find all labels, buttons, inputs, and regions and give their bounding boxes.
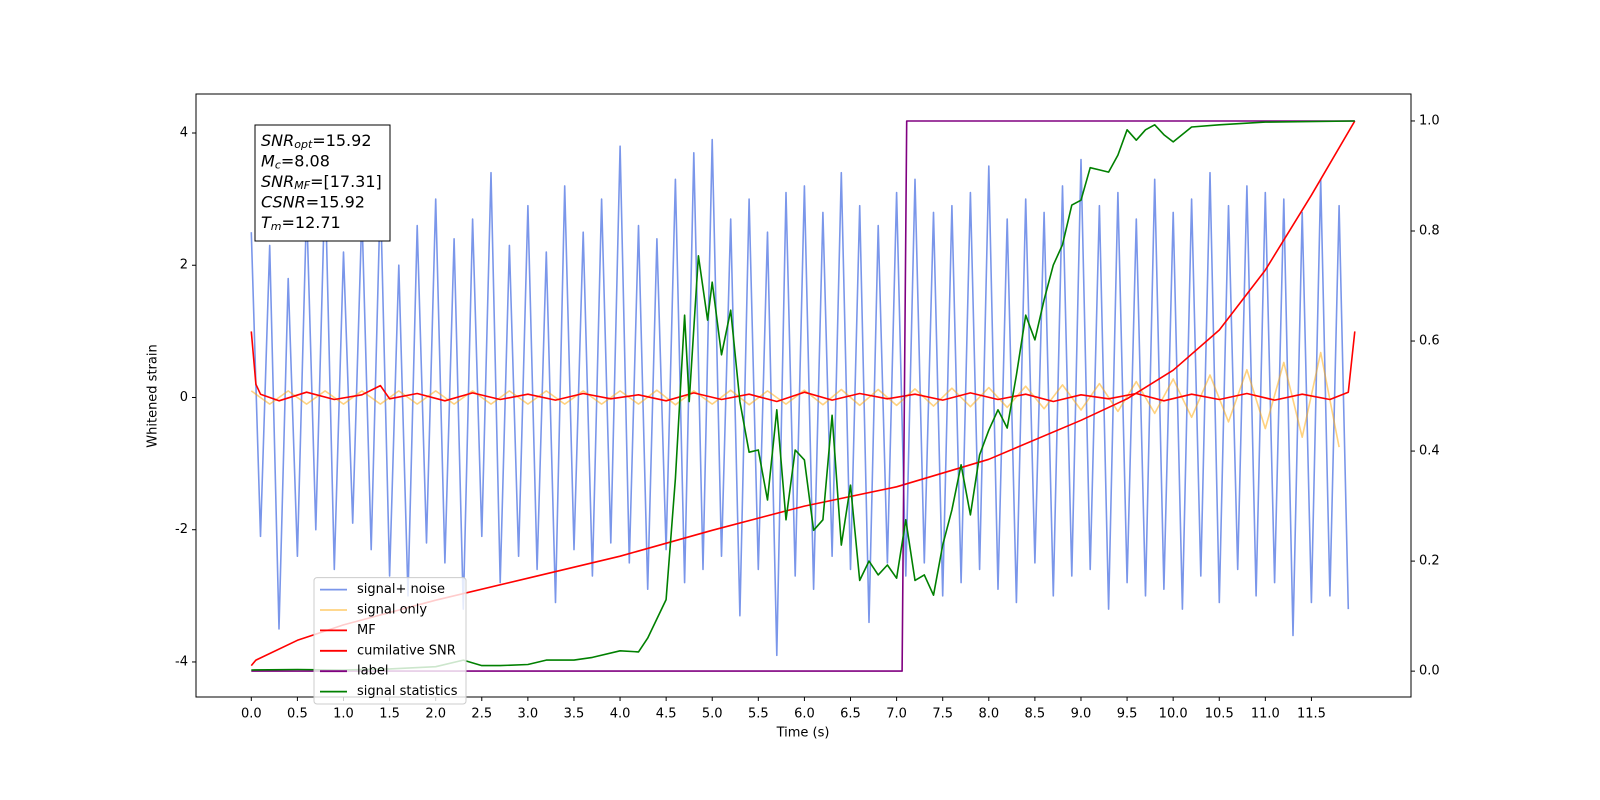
annotation-subscript: c bbox=[275, 159, 281, 172]
y-tick-label: 4 bbox=[180, 126, 188, 141]
x-tick-label: 0.5 bbox=[287, 707, 308, 722]
legend-label: signal+ noise bbox=[357, 582, 445, 597]
x-tick-label: 4.5 bbox=[656, 707, 677, 722]
legend-label: signal only bbox=[357, 603, 427, 618]
x-tick-label: 7.0 bbox=[886, 707, 907, 722]
legend-label: signal statistics bbox=[357, 684, 458, 699]
x-tick-label: 0.0 bbox=[241, 707, 262, 722]
x-axis-label: Time (s) bbox=[776, 726, 830, 741]
x-tick-label: 11.5 bbox=[1297, 707, 1326, 722]
y2-tick-label: 1.0 bbox=[1419, 113, 1440, 128]
annotation-subscript: MF bbox=[294, 179, 310, 192]
annotation: SNRopt=15.92 bbox=[261, 131, 372, 152]
annotation-value: =8.08 bbox=[281, 151, 330, 170]
x-tick-label: 7.5 bbox=[932, 707, 953, 722]
annotation: CSNR=15.92 bbox=[261, 192, 365, 211]
series-line bbox=[250, 138, 1350, 657]
annotation: Mc=8.08 bbox=[261, 151, 330, 172]
x-tick-label: 6.0 bbox=[794, 707, 815, 722]
y2-tick-label: 0.0 bbox=[1419, 664, 1440, 679]
annotation-symbol: T bbox=[261, 213, 272, 232]
y-tick-label: -4 bbox=[175, 654, 188, 669]
y-axis-label: Whitened strain bbox=[146, 344, 161, 447]
x-tick-label: 2.5 bbox=[471, 707, 492, 722]
annotation: Tm=12.71 bbox=[261, 213, 341, 234]
legend-label: MF bbox=[357, 623, 376, 638]
annotation-value: =15.92 bbox=[306, 192, 365, 211]
x-tick-label: 9.0 bbox=[1071, 707, 1092, 722]
x-tick-label: 1.5 bbox=[379, 707, 400, 722]
annotation-frame bbox=[254, 124, 391, 242]
x-tick-label: 5.0 bbox=[702, 707, 723, 722]
legend-frame bbox=[313, 577, 467, 705]
x-tick-label: 8.5 bbox=[1025, 707, 1046, 722]
x-tick-label: 3.0 bbox=[518, 707, 539, 722]
annotation-box: SNRopt=15.92Mc=8.08SNRMF=[17.31]CSNR=15.… bbox=[254, 124, 391, 242]
x-tick-label: 4.0 bbox=[610, 707, 631, 722]
x-tick-label: 10.5 bbox=[1205, 707, 1234, 722]
annotation-subscript: m bbox=[271, 220, 282, 233]
legend-label: cumilative SNR bbox=[357, 643, 456, 658]
y2-tick-label: 0.6 bbox=[1419, 334, 1440, 349]
x-tick-label: 2.0 bbox=[425, 707, 446, 722]
x-tick-label: 9.5 bbox=[1117, 707, 1138, 722]
annotation-value: =12.71 bbox=[282, 213, 341, 232]
annotation: SNRMF=[17.31] bbox=[261, 172, 382, 193]
y-tick-label: -2 bbox=[175, 522, 188, 537]
series-line bbox=[250, 331, 1356, 403]
y2-tick-label: 0.4 bbox=[1419, 444, 1440, 459]
x-tick-label: 1.0 bbox=[333, 707, 354, 722]
annotation-symbol: SNR bbox=[261, 172, 294, 191]
x-tick-label: 10.0 bbox=[1159, 707, 1188, 722]
annotation-value: =[17.31] bbox=[310, 172, 382, 191]
x-tick-label: 11.0 bbox=[1251, 707, 1280, 722]
series-line bbox=[251, 120, 1355, 671]
annotation-symbol: CSNR bbox=[261, 192, 306, 211]
x-tick-label: 3.5 bbox=[564, 707, 585, 722]
y2-tick-label: 0.2 bbox=[1419, 554, 1440, 569]
annotation-symbol: M bbox=[261, 151, 275, 170]
legend: signal+ noise signal only MF cumilative SNR… bbox=[313, 577, 467, 705]
x-tick-label: 5.5 bbox=[748, 707, 769, 722]
annotation-symbol: SNR bbox=[261, 131, 294, 150]
y-tick-label: 0 bbox=[180, 390, 188, 405]
series-line bbox=[250, 351, 1340, 448]
series-line bbox=[251, 120, 1355, 672]
annotation-subscript: opt bbox=[294, 138, 313, 151]
plot-frame bbox=[195, 93, 1412, 698]
x-tick-label: 8.0 bbox=[978, 707, 999, 722]
y2-tick-label: 0.8 bbox=[1419, 223, 1440, 238]
legend-label: label bbox=[357, 664, 388, 679]
annotation-value: =15.92 bbox=[312, 131, 371, 150]
x-tick-label: 6.5 bbox=[840, 707, 861, 722]
y-tick-label: 2 bbox=[180, 258, 188, 273]
